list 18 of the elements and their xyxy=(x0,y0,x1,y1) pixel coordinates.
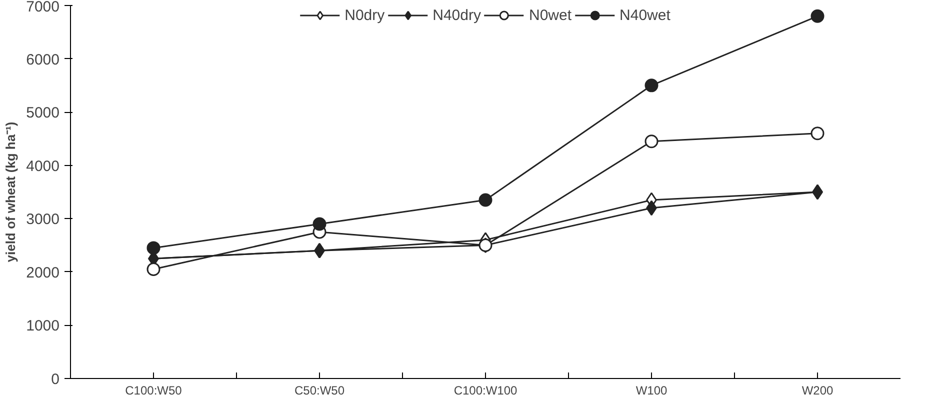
y-tick-label: 1000 xyxy=(26,318,60,335)
y-tick-label: 0 xyxy=(51,371,60,388)
x-tick-label: C100:W100 xyxy=(454,384,518,398)
legend-label: N0dry xyxy=(344,6,385,24)
x-tick-label: W200 xyxy=(802,384,834,398)
y-tick-label: 5000 xyxy=(26,104,60,122)
x-tick-label: C100:W50 xyxy=(125,384,182,398)
y-tick-label: 2000 xyxy=(26,264,60,282)
y-tick-label: 6000 xyxy=(26,51,60,68)
x-tick-label: W100 xyxy=(636,384,668,398)
y-axis-title: yield of wheat (kg ha⁻¹) xyxy=(3,122,18,262)
y-tick-label: 4000 xyxy=(26,158,60,175)
x-tick-label: C50:W50 xyxy=(294,384,345,398)
y-tick-label: 7000 xyxy=(26,0,60,16)
legend-label: N40wet xyxy=(620,6,670,24)
legend-label: N0wet xyxy=(528,6,572,24)
legend-label: N40dry xyxy=(432,6,481,24)
y-tick-label: 3000 xyxy=(26,211,60,228)
